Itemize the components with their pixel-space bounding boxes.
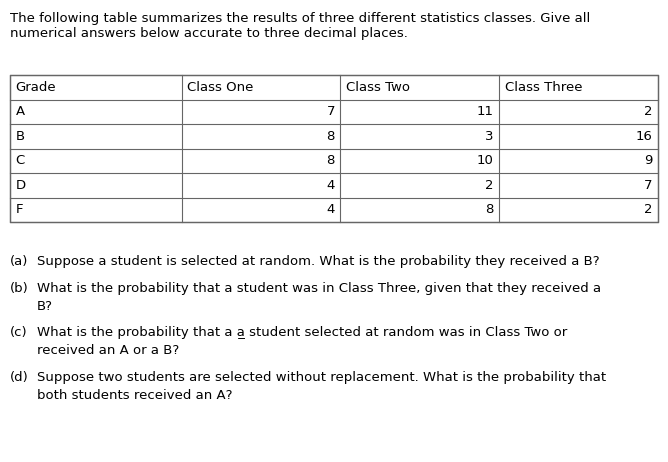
Text: both students received an A?: both students received an A? bbox=[37, 389, 232, 402]
Text: 3: 3 bbox=[485, 130, 494, 143]
Text: 9: 9 bbox=[644, 154, 653, 167]
Text: 7: 7 bbox=[327, 105, 335, 118]
Text: 11: 11 bbox=[477, 105, 494, 118]
Text: 4: 4 bbox=[327, 203, 335, 216]
Text: Class One: Class One bbox=[187, 81, 254, 94]
Text: The following table summarizes the results of three different statistics classes: The following table summarizes the resul… bbox=[10, 12, 591, 25]
Text: What is the probability that a a̲ student selected at random was in Class Two or: What is the probability that a a̲ studen… bbox=[37, 327, 567, 340]
Text: 16: 16 bbox=[636, 130, 653, 143]
Text: 8: 8 bbox=[327, 154, 335, 167]
Text: Class Two: Class Two bbox=[346, 81, 410, 94]
Text: A: A bbox=[15, 105, 25, 118]
Text: C: C bbox=[15, 154, 25, 167]
Text: Suppose two students are selected without replacement. What is the probability t: Suppose two students are selected withou… bbox=[37, 371, 606, 384]
Text: Grade: Grade bbox=[15, 81, 56, 94]
Text: 2: 2 bbox=[485, 179, 494, 192]
Text: Class Three: Class Three bbox=[505, 81, 582, 94]
Text: (d): (d) bbox=[10, 371, 29, 384]
Text: numerical answers below accurate to three decimal places.: numerical answers below accurate to thre… bbox=[10, 28, 408, 41]
Text: B?: B? bbox=[37, 300, 53, 313]
Text: 7: 7 bbox=[644, 179, 653, 192]
Text: (a): (a) bbox=[10, 255, 28, 268]
Text: 10: 10 bbox=[477, 154, 494, 167]
Text: What is the probability that a student was in Class Three, given that they recei: What is the probability that a student w… bbox=[37, 282, 601, 295]
Text: received an A or a B?: received an A or a B? bbox=[37, 344, 179, 357]
Text: F: F bbox=[15, 203, 23, 216]
Text: 2: 2 bbox=[644, 203, 653, 216]
Text: 8: 8 bbox=[486, 203, 494, 216]
Bar bbox=[10, 75, 658, 222]
Text: B: B bbox=[15, 130, 25, 143]
Text: Suppose a student is selected at random. What is the probability they received a: Suppose a student is selected at random.… bbox=[37, 255, 600, 268]
Text: 8: 8 bbox=[327, 130, 335, 143]
Text: D: D bbox=[15, 179, 25, 192]
Text: 2: 2 bbox=[644, 105, 653, 118]
Text: (b): (b) bbox=[10, 282, 29, 295]
Text: (c): (c) bbox=[10, 327, 27, 340]
Text: 4: 4 bbox=[327, 179, 335, 192]
